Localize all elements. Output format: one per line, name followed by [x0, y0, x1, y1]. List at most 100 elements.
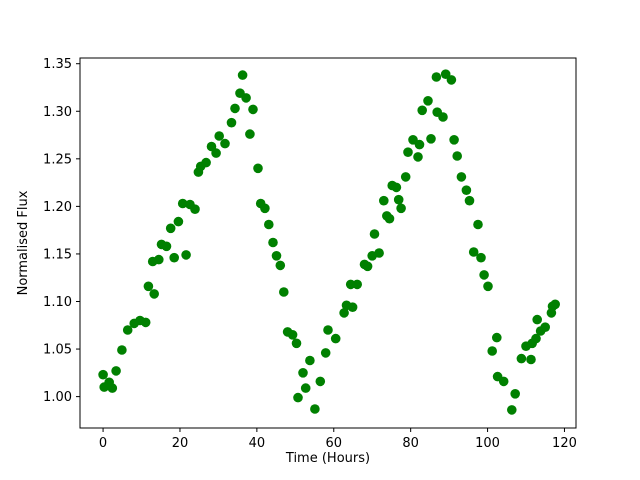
data-point	[479, 270, 489, 280]
data-point	[456, 172, 467, 182]
y-tick-label: 1.20	[43, 200, 72, 215]
data-point	[414, 139, 425, 150]
data-point	[169, 252, 179, 263]
data-point	[391, 182, 402, 193]
x-tick-label: 120	[552, 436, 577, 451]
data-point	[323, 325, 333, 335]
data-point	[161, 241, 172, 252]
data-point	[487, 346, 498, 356]
x-tick-label: 60	[325, 436, 342, 451]
data-point	[241, 93, 251, 103]
data-point	[260, 203, 270, 214]
data-point	[403, 147, 413, 157]
data-point	[310, 404, 320, 414]
data-point	[473, 219, 483, 230]
data-point	[190, 204, 200, 214]
data-point	[214, 131, 224, 141]
data-point	[279, 287, 289, 297]
data-point	[268, 237, 278, 248]
data-point	[362, 261, 373, 272]
axis-ticks-group: 0 20 40 60 80 100 120 1.00 1.05 1.10 1.15 1.20 1.25 1…	[43, 57, 577, 451]
data-point	[374, 248, 384, 258]
data-point	[526, 354, 536, 365]
data-point	[300, 383, 311, 393]
x-tick-label: 0	[99, 436, 107, 451]
data-point	[400, 172, 411, 182]
y-tick-label: 1.35	[43, 57, 72, 72]
data-point	[550, 299, 560, 310]
data-point	[352, 279, 363, 290]
data-point	[211, 148, 221, 158]
data-point	[446, 75, 457, 85]
data-point	[143, 281, 154, 292]
data-point	[293, 392, 303, 403]
data-point	[431, 72, 442, 82]
data-point	[396, 203, 406, 214]
data-point	[339, 308, 349, 318]
data-point	[532, 314, 542, 325]
data-point	[452, 151, 463, 161]
y-axis-label: Normalised Flux	[16, 190, 31, 295]
data-point	[379, 195, 389, 206]
data-point	[305, 355, 315, 366]
data-point	[177, 198, 188, 209]
data-point	[438, 112, 448, 122]
data-point	[449, 135, 459, 145]
data-point	[275, 260, 286, 271]
data-point	[181, 250, 191, 260]
data-point	[468, 247, 479, 257]
y-tick-label: 1.10	[43, 295, 72, 310]
data-point	[393, 194, 404, 205]
data-point	[483, 281, 493, 292]
data-point	[464, 195, 475, 206]
data-point	[510, 389, 520, 399]
x-axis-label: Time (Hours)	[285, 451, 370, 466]
data-point	[507, 405, 517, 415]
data-point	[230, 103, 240, 114]
data-point	[476, 252, 486, 263]
data-point	[347, 302, 358, 313]
data-point	[165, 223, 176, 234]
data-point	[417, 105, 428, 116]
x-tick-label: 40	[249, 436, 266, 451]
data-point	[461, 185, 472, 195]
data-point	[271, 251, 282, 261]
data-point	[220, 138, 230, 149]
data-point	[384, 213, 395, 224]
y-tick-label: 1.25	[43, 152, 72, 167]
y-tick-label: 1.30	[43, 105, 72, 120]
data-point	[201, 157, 211, 168]
data-point	[320, 348, 331, 358]
data-point	[413, 152, 423, 162]
x-tick-label: 80	[402, 436, 419, 451]
data-point	[264, 219, 274, 230]
data-point	[117, 345, 127, 355]
data-point	[122, 325, 133, 335]
data-point	[237, 70, 248, 80]
data-point	[149, 289, 159, 299]
data-point	[492, 332, 502, 343]
data-point	[315, 376, 326, 387]
data-point	[248, 104, 258, 115]
y-tick-label: 1.15	[43, 247, 72, 262]
data-point	[287, 330, 298, 340]
data-point	[154, 254, 164, 265]
data-point	[298, 368, 308, 378]
data-point	[423, 96, 433, 106]
data-point	[426, 134, 436, 144]
data-point	[98, 369, 108, 380]
x-tick-label: 20	[172, 436, 189, 451]
data-point	[140, 317, 151, 328]
data-point	[226, 117, 237, 128]
data-point	[369, 229, 380, 239]
data-point	[173, 216, 184, 227]
data-point	[516, 353, 527, 364]
data-point	[498, 376, 509, 387]
data-point	[107, 383, 118, 393]
data-point	[253, 163, 263, 174]
data-point	[540, 322, 550, 333]
data-point	[291, 338, 302, 349]
data-points-group	[98, 69, 560, 415]
